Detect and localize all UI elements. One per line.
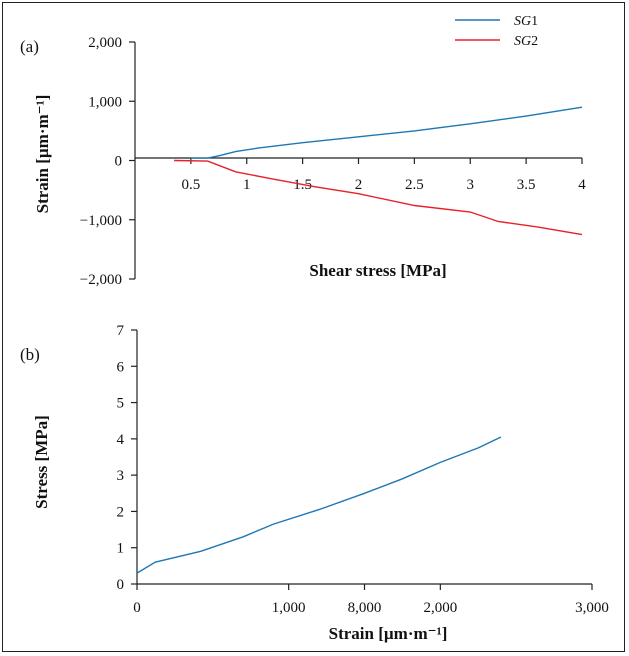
panel-b-y-tick-label: 1 [117, 541, 125, 557]
panel-b-y-title: Stress [MPa] [32, 415, 51, 509]
panel-b-y-tick-label: 0 [117, 577, 125, 593]
panel-a-x-tick-label: 3 [467, 177, 475, 193]
panel-a-x-tick-label: 1 [243, 177, 251, 193]
panel-a-label: (a) [20, 37, 39, 56]
panel-a-y-tick-label: −1,000 [80, 213, 122, 229]
panel-b-y-tick-label: 6 [117, 359, 125, 375]
panel-a-y-tick-label: 0 [115, 154, 123, 170]
panel-b-y-tick-label: 7 [117, 323, 125, 339]
panel-b-x-tick-label: 8,000 [348, 600, 382, 616]
panel-b-x-tick-label: 3,000 [575, 600, 609, 616]
panel-a-y-tick-label: 2,000 [88, 35, 122, 51]
panel-a-legend-label-sg1: SG1 [514, 14, 538, 29]
panel-b-series-line [136, 436, 502, 574]
panel-b-y-tick-label: 2 [117, 504, 125, 520]
panel-b-y-tick-label: 4 [117, 432, 125, 448]
panel-a-series-line-sg1 [190, 106, 583, 159]
panel-b-x-tick-label: 0 [133, 600, 141, 616]
panel-b-y-tick-label: 3 [117, 468, 125, 484]
panel-a-y-title: Strain [µm·m⁻¹] [33, 95, 52, 214]
panel-a-y-tick-label: 1,000 [88, 94, 122, 110]
panel-a-y-tick-label: −2,000 [80, 272, 122, 288]
panel-a-series-line-sg2 [174, 159, 583, 236]
panel-a-x-title: Shear stress [MPa] [309, 261, 446, 280]
panel-b-y-tick-label: 5 [117, 396, 125, 412]
panel-b-x-title: Strain [µm·m⁻¹] [329, 624, 448, 643]
panel-b-label: (b) [20, 345, 40, 364]
panel-a-x-tick-label: 3.5 [517, 177, 536, 193]
panel-a-legend-label-sg2: SG2 [514, 34, 538, 49]
panel-a-x-tick-label: 0.5 [182, 177, 201, 193]
panel-b-x-tick-label: 2,000 [423, 600, 457, 616]
panel-b-x-tick-label: 1,000 [272, 600, 306, 616]
panel-a-x-tick-label: 2 [355, 177, 363, 193]
panel-a-x-tick-label: 2.5 [405, 177, 424, 193]
panel-a-x-tick-label: 4 [578, 177, 586, 193]
